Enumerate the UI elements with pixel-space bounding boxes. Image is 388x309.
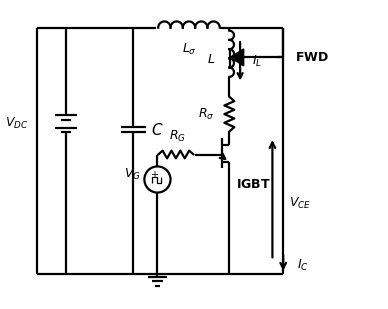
Text: $I_L$: $I_L$ xyxy=(253,54,262,69)
Text: $\mathbf{FWD}$: $\mathbf{FWD}$ xyxy=(296,51,329,64)
Text: $C$: $C$ xyxy=(151,121,163,138)
Text: $I_C$: $I_C$ xyxy=(297,258,308,273)
Text: $L_{\sigma}$: $L_{\sigma}$ xyxy=(182,42,196,57)
Text: $V_{CE}$: $V_{CE}$ xyxy=(289,196,311,211)
Text: $V_G$: $V_G$ xyxy=(125,167,141,182)
Polygon shape xyxy=(230,49,244,66)
Text: $\mathbf{IGBT}$: $\mathbf{IGBT}$ xyxy=(236,178,271,191)
Text: $R_G$: $R_G$ xyxy=(169,129,186,144)
Text: $V_{DC}$: $V_{DC}$ xyxy=(5,116,29,131)
Text: $L$: $L$ xyxy=(206,53,215,66)
Text: $+$: $+$ xyxy=(150,169,159,180)
Text: $R_{\sigma}$: $R_{\sigma}$ xyxy=(198,107,215,122)
